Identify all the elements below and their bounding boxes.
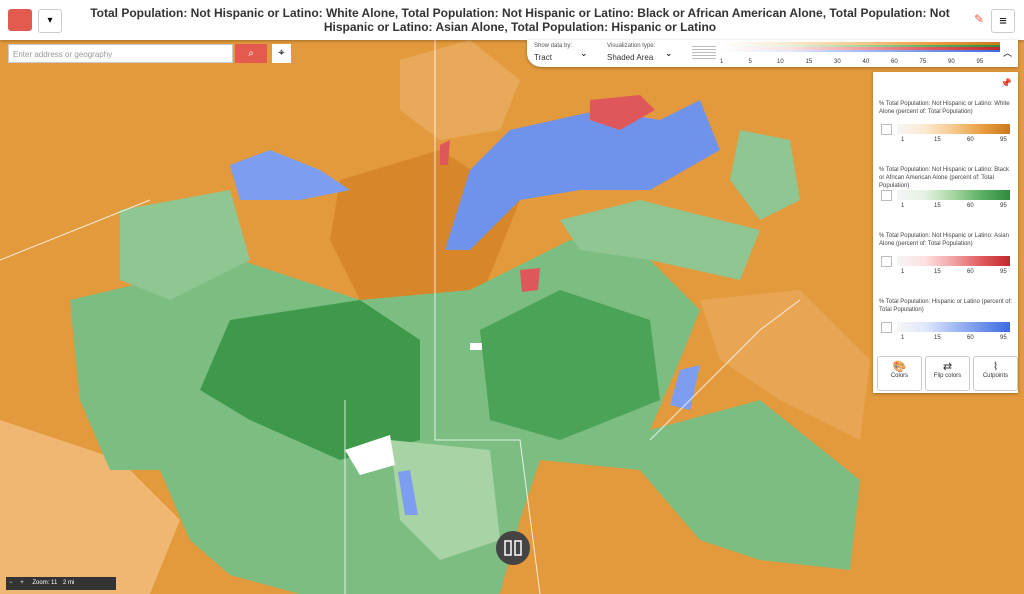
legend-tick-label: 1: [901, 203, 905, 209]
zoom-out[interactable]: −: [9, 580, 13, 586]
button-label: Cutpoints: [982, 373, 1009, 379]
legend-checkbox[interactable]: [881, 124, 892, 135]
show-data-label: Show data by:: [534, 43, 573, 49]
legend-tick-label: 1: [901, 335, 905, 341]
legend-title: % Total Population: Hispanic or Latino (…: [879, 299, 1012, 313]
dropdown-button[interactable]: ▾: [38, 9, 62, 33]
legend-button[interactable]: ⇄ Flip colors: [925, 356, 970, 391]
button-icon: 🎨: [892, 361, 907, 373]
scale-label: 5: [748, 59, 752, 65]
legend-panel: 📌 % Total Population: Not Hispanic or La…: [873, 72, 1018, 393]
scale-label: 40: [862, 59, 870, 65]
legend-group: % Total Population: Hispanic or Latino (…: [879, 298, 1013, 341]
button-icon: ⌇: [992, 361, 999, 373]
search-button[interactable]: ⌕: [235, 44, 267, 63]
header: ▾ Total Population: Not Hispanic or Lati…: [0, 0, 1024, 40]
legend-ramp: [897, 190, 1010, 200]
scale-label: 90: [948, 59, 955, 65]
color-scale: 1 5 10 15 30 40 60 75 90 95: [720, 42, 1000, 65]
legend-tick-label: 15: [934, 203, 941, 209]
legend-tick-label: 1: [901, 269, 905, 275]
controls-bar: Show data by: Tract ⌄ Visualization type…: [527, 40, 1018, 67]
layers-icon: [692, 44, 716, 60]
legend-title: % Total Population: Not Hispanic or Lati…: [879, 101, 1010, 115]
show-data-select[interactable]: Tract: [534, 53, 552, 62]
legend-tick-label: 95: [1000, 335, 1007, 341]
scale-label: 75: [919, 59, 927, 65]
button-icon: ⇄: [942, 361, 953, 373]
legend-checkbox[interactable]: [881, 322, 892, 333]
legend-tick-label: 95: [1000, 203, 1007, 209]
scale-label: 30: [834, 59, 841, 65]
viz-label: Visualization type:: [607, 43, 656, 49]
legend-group: % Total Population: Not Hispanic or Lati…: [879, 232, 1013, 275]
legend-ramp: [897, 322, 1010, 332]
zoom-bar: − + Zoom: 11 2 mi: [6, 577, 116, 590]
scale-label: 60: [891, 59, 898, 65]
legend-ramp: [897, 256, 1010, 266]
legend-group: % Total Population: Not Hispanic or Lati…: [879, 100, 1013, 143]
pin-icon[interactable]: 📌: [1000, 78, 1012, 88]
viz-select[interactable]: Shaded Area: [607, 53, 654, 62]
zoom-level: Zoom: 11: [32, 580, 58, 586]
legend-tick-label: 15: [934, 335, 941, 341]
chevron: ⌄: [665, 48, 673, 58]
legend-button[interactable]: ⌇ Cutpoints: [973, 356, 1018, 391]
title: Total Population: Not Hispanic or Latino…: [90, 6, 950, 34]
button-label: Flip colors: [933, 373, 962, 379]
legend-checkbox[interactable]: [881, 190, 892, 201]
scale-label: 95: [976, 59, 984, 65]
legend-button[interactable]: 🎨 Colors: [877, 356, 922, 391]
locate-button[interactable]: ⌖: [272, 44, 291, 63]
scale-strip: [720, 49, 1000, 52]
legend-tick-label: 95: [1000, 269, 1007, 275]
scale-label: 15: [805, 59, 813, 65]
search-input[interactable]: Enter address or geography: [8, 44, 233, 63]
collapse-button[interactable]: ︿: [1003, 48, 1013, 58]
legend-ramp: [897, 124, 1010, 134]
legend-tick-label: 60: [967, 335, 974, 341]
legend-checkbox[interactable]: [881, 256, 892, 267]
scale-label: 1: [720, 59, 724, 65]
legend-tick-label: 60: [967, 137, 974, 143]
legend-title: % Total Population: Not Hispanic or Lati…: [879, 233, 1009, 247]
edit-button[interactable]: ✎: [974, 12, 985, 26]
legend-tick-label: 60: [967, 203, 974, 209]
legend-title: % Total Population: Not Hispanic or Lati…: [879, 167, 1009, 189]
scale-strip: [720, 47, 1000, 50]
legend-tick-label: 95: [1000, 137, 1007, 143]
chevron: ⌄: [580, 48, 588, 58]
legend-group: % Total Population: Not Hispanic or Lati…: [879, 166, 1013, 209]
legend-tick-label: 60: [967, 269, 974, 275]
legend-tick-label: 15: [934, 269, 941, 275]
button-label: Colors: [890, 373, 909, 379]
scale-strip: [720, 42, 1000, 45]
scale-strip: [720, 44, 1000, 47]
menu-button[interactable]: ≡: [991, 9, 1015, 33]
scale-label: 2 mi: [62, 580, 75, 586]
zoom-in[interactable]: +: [20, 580, 24, 586]
scale-label: 10: [777, 59, 784, 65]
legend-tick-label: 1: [901, 137, 905, 143]
legend-tick-label: 15: [934, 137, 941, 143]
logo-button[interactable]: [8, 9, 32, 31]
